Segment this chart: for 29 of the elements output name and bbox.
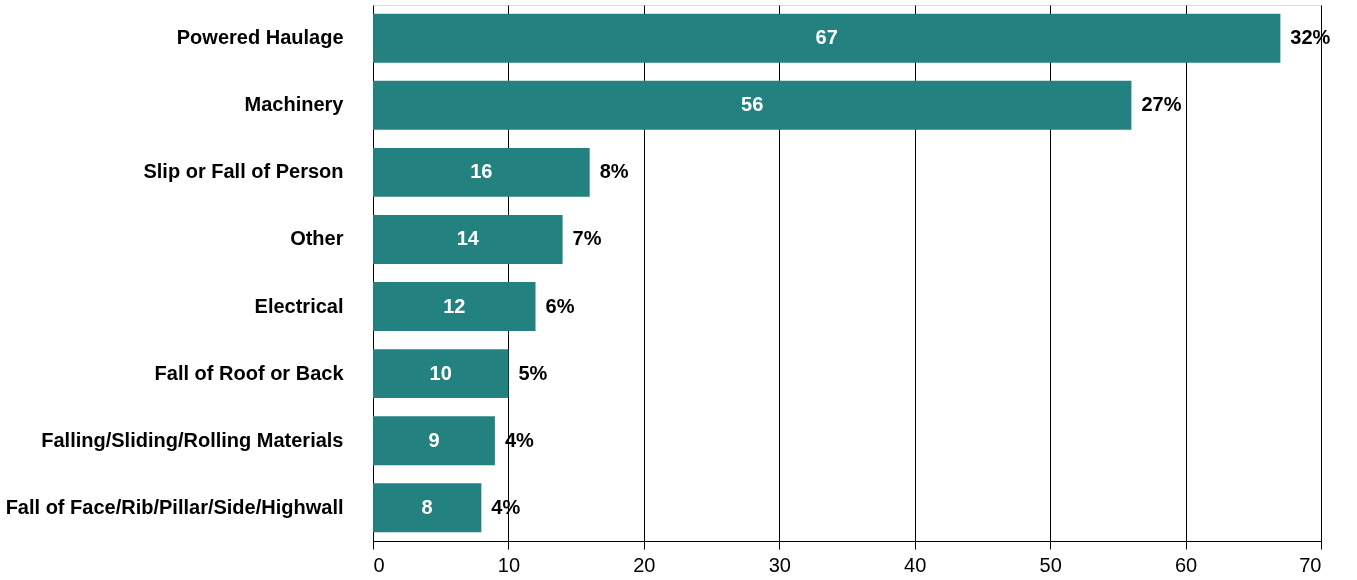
x-tick-label: 0 bbox=[373, 553, 385, 576]
data-label: 10 bbox=[429, 361, 452, 384]
x-tick-label: 10 bbox=[497, 553, 521, 576]
data-label: 56 bbox=[741, 93, 764, 116]
y-tick-label: Fall of Roof or Back bbox=[154, 361, 345, 384]
x-tick-label: 70 bbox=[1299, 553, 1322, 576]
x-tick-label: 30 bbox=[768, 553, 791, 576]
data-label: 12 bbox=[443, 294, 466, 317]
annotation: 6% bbox=[545, 294, 575, 317]
annotation: 5% bbox=[518, 361, 548, 384]
y-tick-label: Other bbox=[290, 227, 344, 250]
annotation: 27% bbox=[1141, 93, 1182, 116]
y-tick-label: Machinery bbox=[244, 93, 345, 116]
y-tick-label: Slip or Fall of Person bbox=[143, 160, 344, 183]
y-tick-label: Fall of Face/Rib/Pillar/Side/Highwall bbox=[5, 495, 344, 518]
y-tick-label: Powered Haulage bbox=[176, 26, 344, 49]
annotation: 7% bbox=[572, 227, 602, 250]
data-label: 16 bbox=[470, 160, 493, 183]
x-tick-label: 20 bbox=[633, 553, 656, 576]
data-label: 9 bbox=[428, 428, 440, 451]
data-label: 14 bbox=[456, 227, 480, 250]
x-tick-label: 60 bbox=[1174, 553, 1198, 576]
data-label: 8 bbox=[421, 495, 433, 518]
x-tick-label: 50 bbox=[1039, 553, 1062, 576]
x-tick-label: 40 bbox=[904, 553, 927, 576]
annotation: 8% bbox=[599, 160, 629, 183]
y-tick-label: Falling/Sliding/Rolling Materials bbox=[41, 428, 344, 451]
y-tick-label: Electrical bbox=[254, 294, 344, 317]
data-label: 67 bbox=[815, 26, 838, 49]
